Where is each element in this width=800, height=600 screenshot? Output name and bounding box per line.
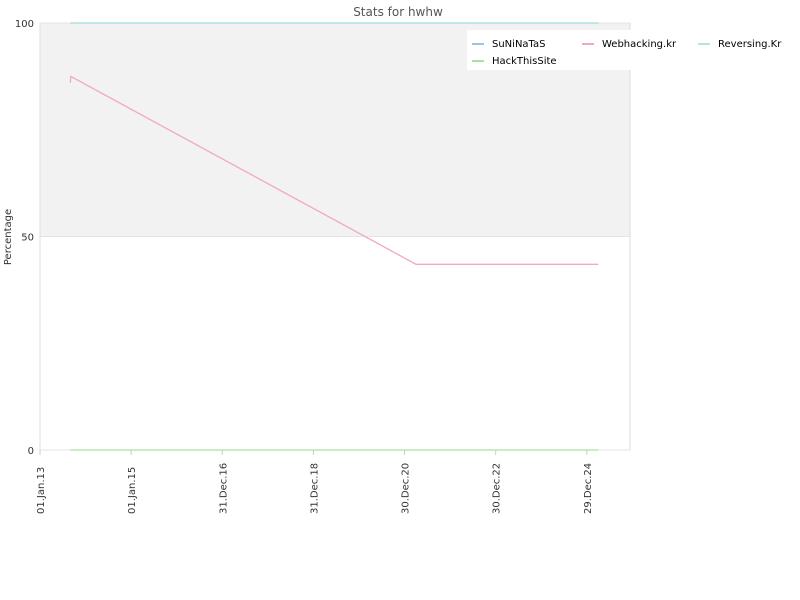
x-tick-label: 01.Jan.15 <box>127 467 138 514</box>
y-tick-label: 100 <box>15 19 34 30</box>
x-tick-label: 30.Dec.22 <box>492 463 503 514</box>
legend-label: Reversing.Kr <box>718 39 782 50</box>
x-tick-label: 29.Dec.24 <box>583 463 594 514</box>
legend-label: Webhacking.kr <box>602 39 677 50</box>
y-axis-label: Percentage <box>3 209 14 265</box>
chart-title: Stats for hwhw <box>353 5 443 19</box>
x-tick-label: 31.Dec.18 <box>309 463 320 514</box>
series-line <box>69 75 599 265</box>
legend-label: HackThisSite <box>492 56 557 67</box>
y-tick-label: 0 <box>28 446 34 457</box>
x-tick-label: 30.Dec.20 <box>401 463 412 514</box>
x-tick-label: 01.Jan.13 <box>36 467 47 514</box>
legend-box <box>467 30 800 70</box>
y-tick-label: 50 <box>21 233 34 244</box>
x-tick-label: 31.Dec.16 <box>218 463 229 514</box>
legend-label: SuNiNaTaS <box>492 39 545 50</box>
